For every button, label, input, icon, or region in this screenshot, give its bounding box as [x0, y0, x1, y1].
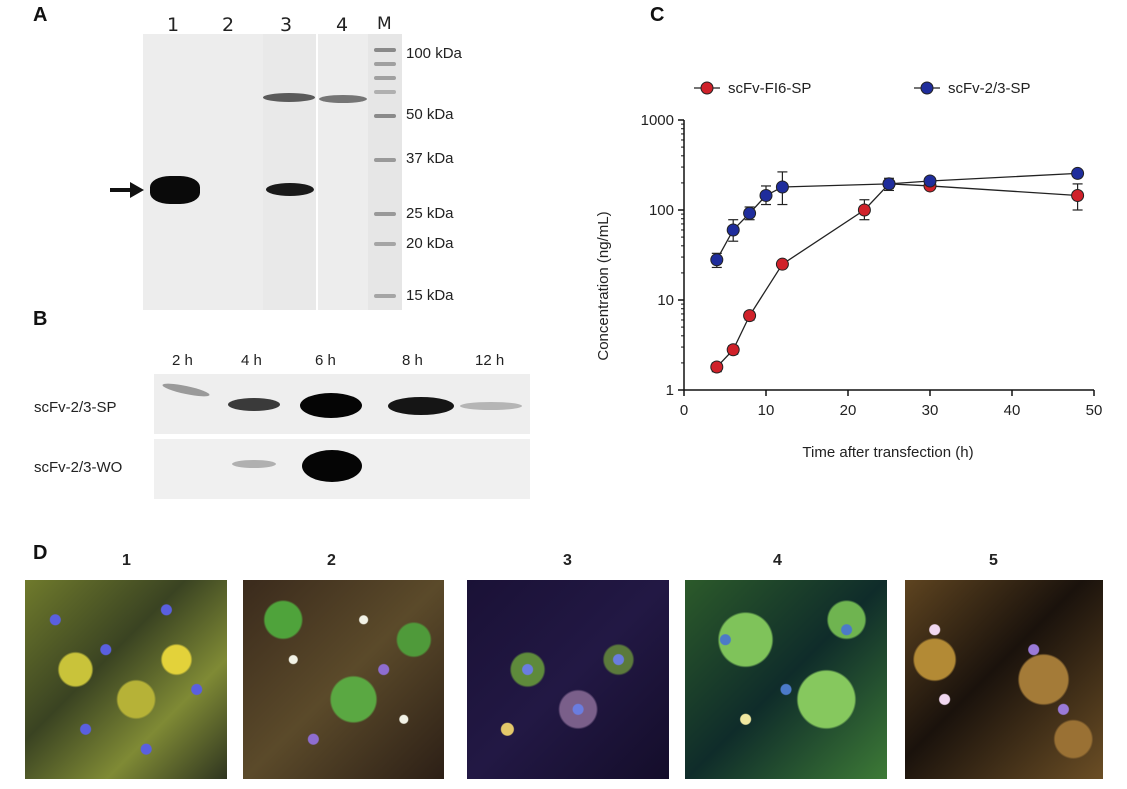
- data-point: [857, 203, 871, 217]
- data-point: [775, 180, 789, 194]
- marker-label: 50 kDa: [406, 106, 454, 123]
- marker-label: 15 kDa: [406, 287, 454, 304]
- panel-d-letter: D: [33, 542, 48, 564]
- data-point: [743, 309, 757, 323]
- y-tick-label: 1: [666, 382, 674, 399]
- legend-marker: [700, 81, 714, 95]
- band-b-8h: [388, 397, 454, 415]
- x-tick-label: 50: [1086, 402, 1103, 419]
- image-number: 1: [122, 552, 131, 569]
- data-point: [923, 174, 937, 188]
- band-lane1-target: [150, 176, 200, 204]
- band-lane4-60kda: [319, 95, 367, 103]
- lane-label: 4: [336, 14, 349, 36]
- band-b-wo-6h: [302, 450, 362, 482]
- x-tick-label: 30: [922, 402, 939, 419]
- data-point: [1071, 188, 1085, 202]
- lane-label: 2: [222, 14, 235, 36]
- x-tick-label: 10: [758, 402, 775, 419]
- chart-axes: 1 10 100 1000 0 10 20 30 40 50: [641, 112, 1103, 419]
- y-tick-label: 10: [657, 292, 674, 309]
- arrow-icon: [110, 182, 144, 198]
- lane-label: M: [377, 14, 392, 34]
- image-number: 4: [773, 552, 782, 569]
- legend-label: scFv-FI6-SP: [728, 80, 811, 97]
- x-tick-label: 20: [840, 402, 857, 419]
- row-label: scFv-2/3-WO: [34, 459, 123, 476]
- concentration-chart: scFv-FI6-SP scFv-2/3-SP 1 10 100 1000 0 10 20 30…: [595, 80, 1103, 461]
- image-number: 5: [989, 552, 998, 569]
- ladder-band: [374, 212, 396, 216]
- x-tick-label: 0: [680, 402, 688, 419]
- image-number: 3: [563, 552, 572, 569]
- ladder-band: [374, 294, 396, 298]
- band-b-12h: [460, 402, 522, 410]
- y-tick-label: 1000: [641, 112, 674, 129]
- timepoint-label: 8 h: [402, 352, 423, 369]
- band-lane3-60kda: [263, 93, 315, 102]
- marker-label: 25 kDa: [406, 205, 454, 222]
- data-point: [882, 177, 896, 191]
- x-axis-label: Time after transfection (h): [802, 444, 973, 461]
- band-b-4h: [228, 398, 280, 411]
- data-point: [1071, 166, 1085, 180]
- blot-a-marker: [368, 34, 402, 310]
- data-point: [775, 257, 789, 271]
- ladder-band: [374, 90, 396, 94]
- micrograph-4: [685, 580, 887, 779]
- panel-c-letter: C: [650, 4, 665, 26]
- ladder-band: [374, 62, 396, 66]
- legend-label: scFv-2/3-SP: [948, 80, 1031, 97]
- data-point: [743, 206, 757, 220]
- row-label: scFv-2/3-SP: [34, 399, 117, 416]
- marker-label: 20 kDa: [406, 235, 454, 252]
- timepoint-label: 4 h: [241, 352, 262, 369]
- series-line: [716, 183, 1078, 368]
- panel-b-letter: B: [33, 308, 48, 330]
- y-tick-label: 100: [649, 202, 674, 219]
- blot-a-lane4: [318, 34, 368, 310]
- ladder-band: [374, 76, 396, 80]
- blot-a-left: [143, 34, 263, 310]
- ladder-band: [374, 158, 396, 162]
- micrograph-2: [243, 580, 444, 779]
- lane-label: 3: [280, 14, 293, 36]
- data-point: [710, 360, 724, 374]
- x-tick-label: 40: [1004, 402, 1021, 419]
- marker-label: 37 kDa: [406, 150, 454, 167]
- ladder-band: [374, 114, 396, 118]
- data-point: [759, 188, 773, 202]
- marker-label: 100 kDa: [406, 45, 462, 62]
- timepoint-label: 6 h: [315, 352, 336, 369]
- chart-marks: [710, 166, 1085, 374]
- ladder-band: [374, 48, 396, 52]
- lane-label: 1: [167, 14, 180, 36]
- blot-a-lane3: [263, 34, 316, 310]
- band-b-6h: [300, 393, 362, 418]
- data-point: [726, 223, 740, 237]
- data-point: [710, 253, 724, 267]
- image-number: 2: [327, 552, 336, 569]
- timepoint-label: 12 h: [475, 352, 505, 369]
- timepoint-label: 2 h: [172, 352, 193, 369]
- micrograph-3: [467, 580, 669, 779]
- data-point: [726, 343, 740, 357]
- band-lane3-target: [266, 183, 314, 196]
- chart-legend: scFv-FI6-SP scFv-2/3-SP: [694, 80, 1031, 97]
- legend-marker: [920, 81, 934, 95]
- ladder-band: [374, 242, 396, 246]
- band-b-wo-4h: [232, 460, 276, 468]
- y-axis-label: Concentration (ng/mL): [595, 211, 612, 360]
- panel-a-letter: A: [33, 4, 48, 26]
- micrograph-1: [25, 580, 227, 779]
- micrograph-5: [905, 580, 1103, 779]
